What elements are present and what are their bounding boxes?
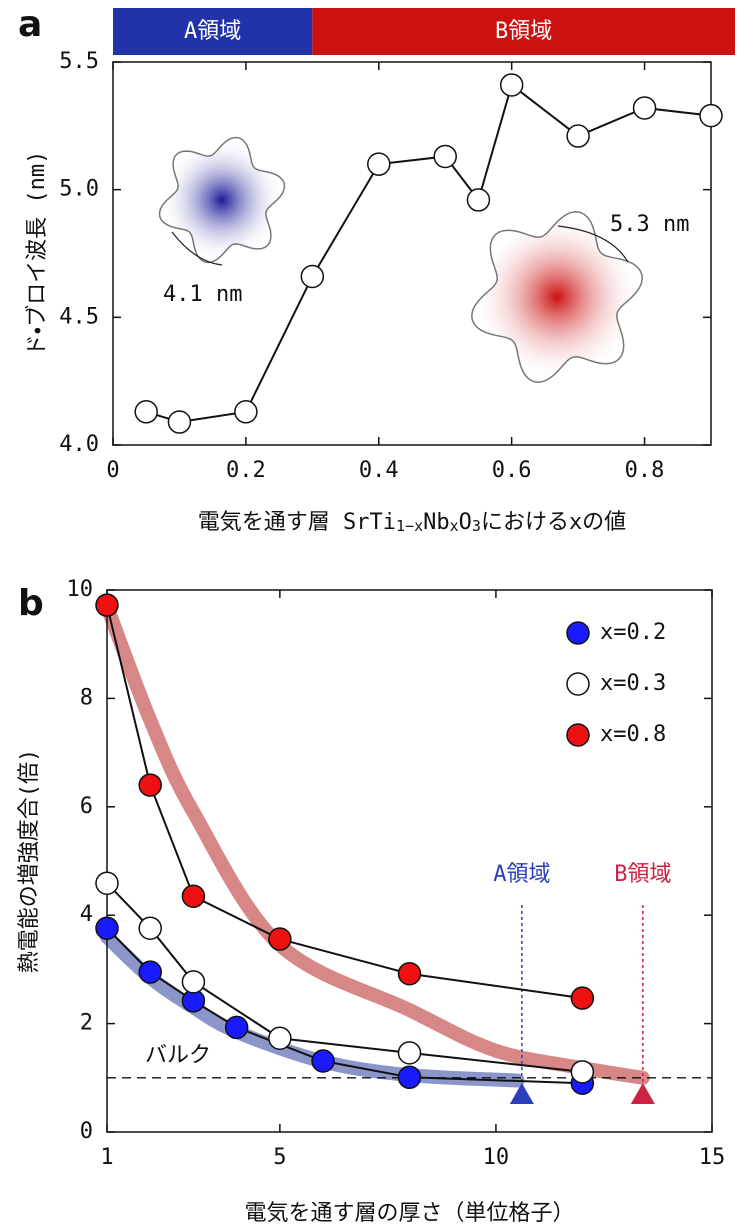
region-band (312, 8, 735, 55)
data-point (397, 1041, 422, 1065)
data-point (134, 400, 158, 424)
marker-label: B領域 (614, 862, 671, 887)
plot-frame (106, 589, 713, 1133)
data-point (95, 916, 119, 940)
y-tick-label: 5.5 (59, 49, 99, 74)
legend-label: x=0.2 (600, 620, 666, 645)
arrow-blue (171, 231, 223, 266)
data-point (570, 986, 595, 1010)
data-point (300, 264, 325, 289)
plot-frame (112, 61, 712, 446)
panel-label: a (18, 4, 42, 45)
data-point (234, 400, 258, 424)
data-point (138, 773, 162, 797)
data-point (499, 73, 524, 97)
y-tick-label: 4.5 (59, 304, 99, 329)
region-band (113, 8, 313, 55)
data-point (699, 103, 723, 128)
x-tick-label: 0.4 (359, 458, 399, 483)
data-point (566, 124, 590, 148)
region-label: B領域 (495, 19, 552, 44)
data-point (181, 884, 206, 908)
data-point (433, 144, 457, 169)
fit-curve (100, 599, 650, 1085)
y-tick-label: 0 (80, 1119, 93, 1144)
x-tick-label: 0.8 (625, 458, 665, 483)
wave-blue (158, 136, 286, 264)
series-line (145, 83, 712, 424)
marker-triangle (630, 1083, 655, 1105)
marker-label: A領域 (493, 862, 550, 887)
y-axis-label: 熱電能の増強度合(倍) (17, 749, 42, 974)
y-tick-label: 5.0 (59, 177, 99, 202)
data-point (268, 1026, 292, 1050)
y-tick-label: 4 (80, 902, 93, 927)
legend-label: x=0.3 (600, 671, 666, 696)
x-axis-label-part: x (450, 517, 459, 535)
data-point (397, 1065, 422, 1090)
x-axis-label-part: Nb (423, 510, 450, 535)
x-axis-label: 電気を通す層の厚さ（単位格子） (244, 1201, 574, 1226)
data-point (632, 96, 657, 120)
reference-label: バルク (145, 1043, 211, 1068)
arrow-red (557, 225, 629, 263)
data-point (95, 593, 119, 617)
x-axis-label: 電気を通す層 SrTi1−xNbxO3におけるxの値 (198, 510, 626, 535)
x-axis-label-part: 3 (472, 517, 481, 535)
data-point (138, 960, 162, 984)
x-tick-label: 15 (699, 1145, 726, 1170)
y-tick-label: 8 (80, 685, 93, 710)
marker-triangle (509, 1083, 534, 1105)
y-tick-label: 4.0 (59, 432, 99, 457)
data-point (138, 916, 162, 940)
y-tick-label: 10 (67, 577, 94, 602)
x-tick-label: 5 (273, 1145, 286, 1170)
region-label: A領域 (184, 19, 241, 44)
data-point (367, 152, 391, 176)
legend-swatch (566, 672, 590, 696)
x-axis-label-part: O (459, 510, 472, 535)
x-tick-label: 0.2 (226, 458, 266, 483)
x-tick-label: 0 (106, 458, 119, 483)
panel-label: b (18, 583, 44, 624)
y-tick-label: 6 (80, 794, 93, 819)
annotation: 5.3 nm (610, 212, 689, 237)
y-axis-label: ド・ブロイ波長 (nm) (25, 151, 50, 357)
legend-swatch (566, 621, 590, 645)
wave-red (471, 211, 643, 383)
x-tick-label: 0.6 (492, 458, 532, 483)
legend-label: x=0.8 (600, 722, 666, 747)
legend-swatch (566, 723, 590, 747)
data-point (397, 961, 422, 986)
y-tick-label: 2 (80, 1011, 93, 1036)
x-axis-label-part: におけるxの値 (481, 510, 626, 535)
x-tick-label: 10 (483, 1145, 510, 1170)
data-point (95, 871, 119, 895)
data-point (181, 970, 206, 994)
data-point (570, 1060, 595, 1084)
series-line (106, 604, 583, 1000)
data-point (466, 188, 491, 212)
x-tick-label: 1 (100, 1145, 113, 1170)
annotation: 4.1 nm (163, 282, 242, 307)
data-point (311, 1049, 335, 1073)
data-point (167, 410, 192, 434)
x-axis-label-part: 電気を通す層 SrTi (198, 510, 396, 535)
x-axis-label-part: 1−x (396, 517, 423, 535)
data-point (224, 1015, 249, 1040)
data-point (268, 927, 292, 951)
